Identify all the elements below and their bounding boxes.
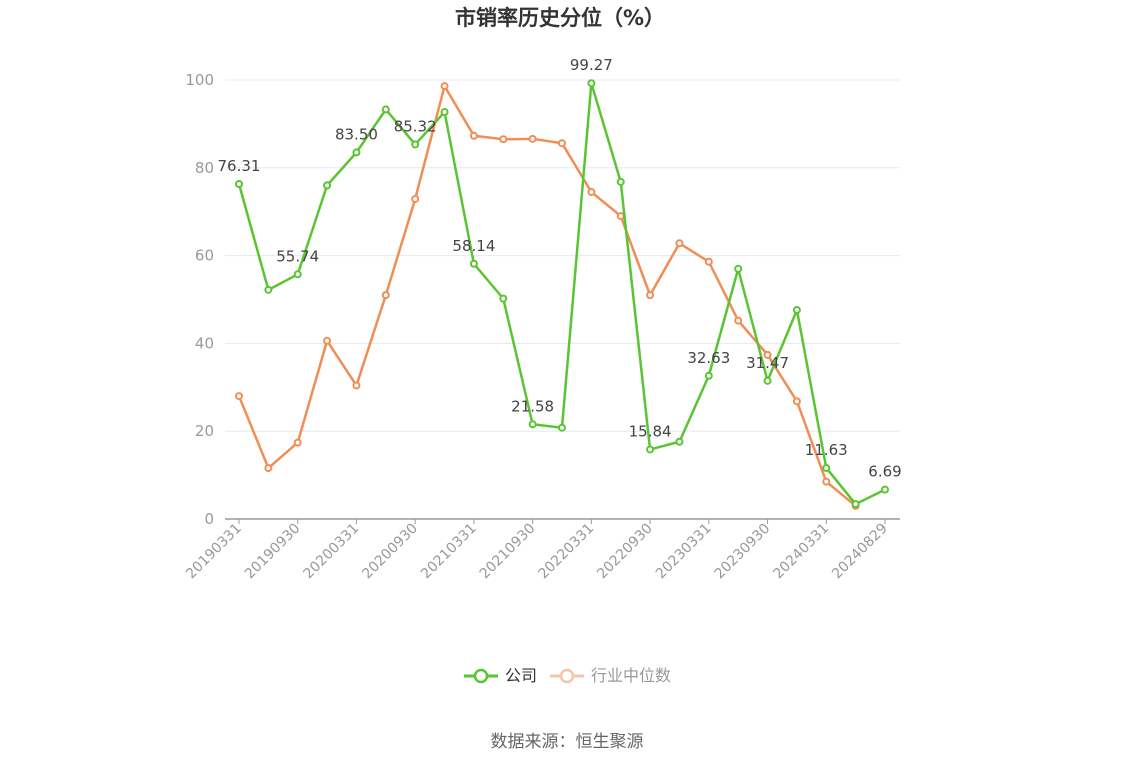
industry-point xyxy=(734,316,743,325)
x-tick-label: 20200331 xyxy=(301,521,363,583)
company-point xyxy=(822,463,831,472)
company-point xyxy=(235,179,243,188)
company-point xyxy=(411,140,420,149)
industry-point xyxy=(469,131,478,140)
company-point xyxy=(440,108,449,117)
data-label: 15.84 xyxy=(629,422,672,440)
data-label: 85.32 xyxy=(394,117,437,135)
grid-lines xyxy=(225,79,900,432)
company-point xyxy=(675,437,684,446)
company-point xyxy=(646,445,655,454)
x-tick-label: 20190331 xyxy=(183,521,245,583)
x-tick-label: 20200930 xyxy=(359,521,421,583)
industry-point xyxy=(381,291,390,300)
x-axis: 2019033120190930202003312020093020210331… xyxy=(183,518,900,583)
company-point xyxy=(381,105,390,114)
industry-point xyxy=(792,397,801,406)
data-labels: 76.31 55.74 83.50 85.32 58.14 21.58 99.27 15.84… xyxy=(218,56,902,480)
industry-line xyxy=(237,84,857,507)
data-label: 58.14 xyxy=(452,237,495,255)
y-tick-label: 40 xyxy=(195,334,214,352)
x-tick-label: 20240829 xyxy=(829,521,891,583)
industry-point xyxy=(587,187,596,196)
x-tick-label: 20220930 xyxy=(594,521,656,583)
x-tick-label: 20210930 xyxy=(477,521,539,583)
industry-point xyxy=(235,392,243,401)
company-point xyxy=(587,79,596,88)
x-tick-label: 20230930 xyxy=(712,521,774,583)
industry-point xyxy=(763,350,772,359)
data-label: 32.63 xyxy=(687,349,730,367)
chart-title: 市销率历史分位（%） xyxy=(455,6,665,30)
data-label: 99.27 xyxy=(570,56,613,74)
y-tick-label: 60 xyxy=(195,247,214,265)
company-point xyxy=(616,177,625,186)
industry-point xyxy=(264,464,273,473)
company-point xyxy=(293,270,302,279)
industry-point xyxy=(323,336,332,345)
industry-point xyxy=(675,239,684,248)
legend-industry-label: 行业中位数 xyxy=(591,666,671,685)
y-tick-label: 0 xyxy=(204,510,214,528)
data-label: 6.69 xyxy=(868,463,901,481)
industry-point xyxy=(822,477,831,486)
company-point xyxy=(323,181,332,190)
legend-item-industry[interactable]: 行业中位数 xyxy=(550,666,671,685)
industry-point xyxy=(293,438,302,447)
company-point xyxy=(352,148,361,157)
data-label: 76.31 xyxy=(218,157,261,175)
industry-point xyxy=(440,82,449,91)
industry-point xyxy=(704,257,713,266)
y-tick-label: 100 xyxy=(185,71,214,89)
data-label: 21.58 xyxy=(511,397,554,415)
company-point xyxy=(792,306,801,315)
company-point xyxy=(528,420,537,429)
industry-point xyxy=(528,134,537,143)
series-company xyxy=(235,79,889,509)
industry-point xyxy=(646,291,655,300)
company-point xyxy=(469,259,478,268)
data-label: 11.63 xyxy=(805,441,848,459)
company-point xyxy=(881,485,889,494)
company-point xyxy=(264,285,273,294)
industry-point xyxy=(499,135,508,144)
x-tick-label: 20230331 xyxy=(653,521,715,583)
y-tick-label: 80 xyxy=(195,159,214,177)
x-tick-label: 20210331 xyxy=(418,521,480,583)
company-point xyxy=(763,376,772,385)
data-label: 31.47 xyxy=(746,354,789,372)
x-tick-label: 20190930 xyxy=(242,521,304,583)
company-point xyxy=(704,371,713,380)
company-point xyxy=(734,264,743,273)
data-label: 55.74 xyxy=(276,247,319,265)
industry-point xyxy=(616,212,625,221)
legend-company-marker-icon xyxy=(473,668,489,684)
legend-item-company[interactable]: 公司 xyxy=(464,666,537,685)
data-source: 数据来源：恒生聚源 xyxy=(491,732,644,752)
data-label: 83.50 xyxy=(335,125,378,143)
legend[interactable]: 公司 行业中位数 xyxy=(464,666,671,685)
y-axis: 0 20 40 60 80 100 xyxy=(185,71,214,528)
company-point xyxy=(499,294,508,303)
company-point xyxy=(851,500,860,509)
industry-point xyxy=(411,194,420,203)
y-tick-label: 20 xyxy=(195,422,214,440)
legend-company-label: 公司 xyxy=(505,666,537,685)
legend-industry-marker-icon xyxy=(559,668,575,684)
x-tick-label: 20240331 xyxy=(770,521,832,583)
series-industry-median xyxy=(235,82,860,510)
industry-point xyxy=(558,139,566,148)
industry-point xyxy=(352,381,361,390)
x-tick-label: 20220331 xyxy=(535,521,597,583)
company-point xyxy=(558,423,566,432)
